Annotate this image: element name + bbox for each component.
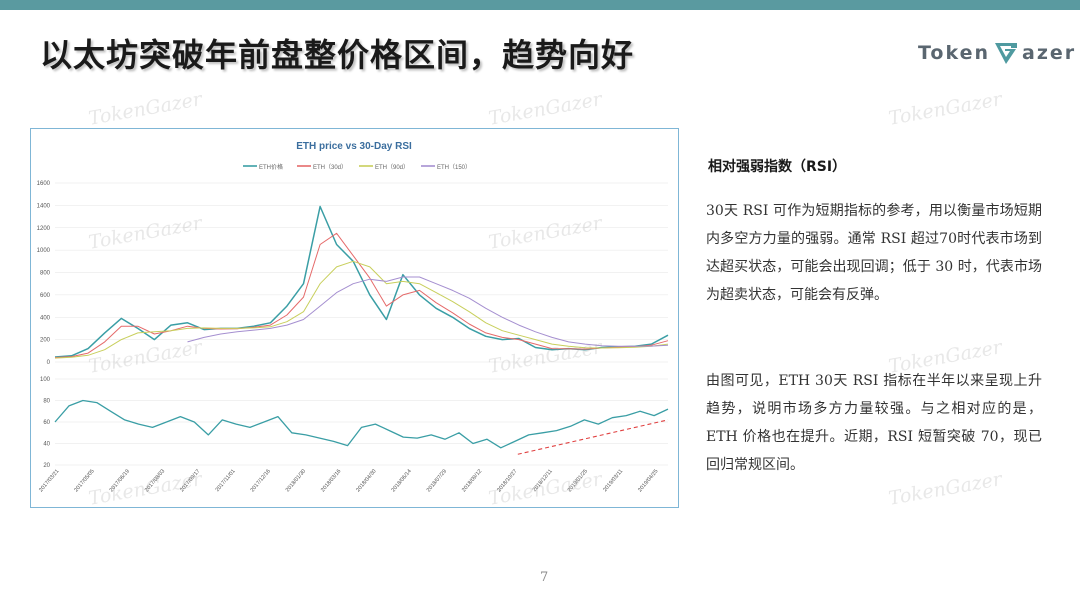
price-y-tick-label: 800 — [40, 271, 51, 277]
chart-title: ETH price vs 30-Day RSI — [296, 141, 412, 152]
watermark: TokenGazer — [886, 88, 1004, 130]
price-y-tick-label: 600 — [40, 293, 51, 299]
x-axis-tick-label: 2019/03/11 — [602, 468, 624, 493]
rsi-y-tick-label: 20 — [43, 463, 50, 469]
x-axis-tick-label: 2017/11/01 — [215, 468, 237, 493]
logo-text-prefix: Token — [918, 42, 991, 64]
price-y-tick-label: 1000 — [37, 248, 51, 254]
x-axis-tick-label: 2018/03/16 — [320, 468, 342, 493]
price-y-tick-label: 0 — [47, 360, 51, 366]
tokengazer-logo: Token azer — [918, 36, 1076, 70]
rsi-y-tick-label: 80 — [43, 399, 50, 405]
x-axis-tick-label: 2019/04/25 — [637, 468, 659, 493]
legend-label: ETH（150） — [437, 164, 471, 171]
price-y-tick-label: 200 — [40, 338, 51, 344]
rsi-trendline — [517, 419, 669, 455]
watermark: TokenGazer — [86, 88, 204, 130]
price-y-tick-label: 1400 — [37, 203, 51, 209]
x-axis-tick-label: 2018/12/11 — [532, 468, 554, 493]
x-axis-tick-label: 2017/12/16 — [250, 468, 272, 493]
x-axis-tick-label: 2017/06/19 — [109, 468, 131, 493]
rsi-y-tick-label: 60 — [43, 420, 50, 426]
x-axis-tick-label: 2017/09/17 — [179, 468, 201, 493]
x-axis-tick-label: 2018/09/12 — [461, 468, 483, 493]
x-axis-tick-label: 2018/06/14 — [391, 468, 413, 493]
price-y-tick-label: 400 — [40, 315, 51, 321]
chart-svg: ETH price vs 30-Day RSI ETH价格 ETH（30d） ETH（… — [37, 141, 669, 493]
rsi-series-line — [54, 399, 669, 449]
legend-label: ETH（90d） — [375, 164, 409, 171]
x-axis-tick-label: 2017/03/21 — [38, 468, 60, 493]
x-axis-tick-label: 2019/01/25 — [567, 468, 589, 493]
rsi-heading: 相对强弱指数（RSI） — [708, 159, 847, 175]
rsi-y-tick-label: 40 — [43, 442, 50, 448]
x-axis-tick-label: 2018/10/27 — [496, 468, 518, 493]
logo-g-icon — [995, 43, 1018, 64]
legend-label: ETH（30d） — [313, 164, 347, 171]
eth-price-rsi-chart: ETH price vs 30-Day RSI ETH价格 ETH（30d） ETH（… — [30, 128, 679, 508]
legend-label: ETH价格 — [259, 163, 283, 171]
watermark: TokenGazer — [486, 88, 604, 130]
x-axis-tick-label: 2017/08/03 — [144, 468, 166, 493]
rsi-explanation-paragraph: 30天 RSI 可作为短期指标的参考，用以衡量市场短期内多空方力量的强弱。通常 … — [706, 203, 1042, 303]
price-series-line — [187, 276, 669, 347]
logo-text-suffix: azer — [1022, 42, 1077, 64]
rsi-y-tick-label: 100 — [40, 377, 51, 383]
x-axis-tick-label: 2017/05/05 — [73, 468, 95, 493]
x-axis-tick-label: 2018/04/30 — [355, 468, 377, 493]
x-axis-tick-label: 2018/07/29 — [426, 468, 448, 493]
page-number: 7 — [540, 570, 549, 585]
x-axis-tick-label: 2018/01/30 — [285, 468, 307, 493]
price-series-line — [54, 260, 669, 359]
price-series-line — [54, 232, 669, 358]
rsi-observation-paragraph: 由图可见，ETH 30天 RSI 指标在半年以来呈现上升趋势，说明市场多方力量较… — [706, 373, 1042, 473]
slide-title: 以太坊突破年前盘整价格区间，趋势向好 — [40, 36, 635, 74]
price-y-tick-label: 1600 — [37, 181, 51, 187]
price-y-tick-label: 1200 — [37, 226, 51, 232]
top-accent-bar — [0, 0, 1080, 10]
